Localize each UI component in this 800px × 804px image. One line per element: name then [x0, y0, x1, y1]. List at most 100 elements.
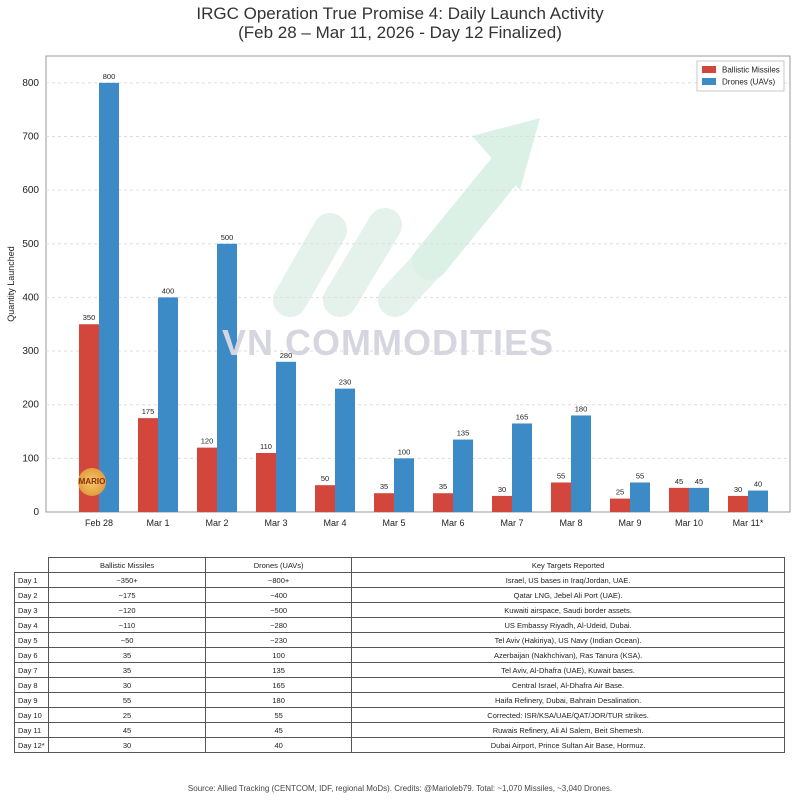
table-cell: ~230: [205, 632, 353, 648]
data-label: 110: [260, 442, 272, 451]
source-note: Source: Allied Tracking (CENTCOM, IDF, r…: [187, 784, 613, 793]
bar-missiles: [315, 485, 335, 512]
bar-drones: [571, 415, 591, 512]
data-label: 180: [575, 404, 588, 413]
data-label: 400: [162, 286, 175, 295]
table-row: Day 8 30 165 Central Israel, Al-Dhafra Air …: [14, 677, 785, 693]
y-tick-label: 200: [22, 400, 39, 411]
table-cell: 55: [205, 707, 353, 723]
y-tick-label: 500: [22, 239, 39, 250]
x-tick-label: Mar 4: [323, 518, 346, 528]
table-header: Ballistic Missiles: [47, 557, 207, 573]
data-label: 230: [339, 378, 352, 387]
bar-drones: [689, 487, 709, 512]
table-cell: 40: [205, 737, 353, 753]
y-tick-label: 700: [22, 131, 39, 142]
table-cell: Kuwaiti airspace, Saudi border assets.: [351, 602, 785, 618]
legend-label: Ballistic Missiles: [722, 66, 780, 75]
x-tick-label: Mar 6: [441, 518, 464, 528]
table-cell: 180: [205, 692, 353, 708]
data-label: 165: [516, 412, 529, 421]
table-row: Day 12* 30 40 Dubai Airport, Prince Sultan …: [14, 737, 785, 753]
table-cell: ~500: [205, 602, 353, 618]
table-cell: 30: [47, 737, 207, 753]
table-header: Drones (UAVs): [205, 557, 353, 573]
table-cell: ~175: [47, 587, 207, 603]
table-cell: Qatar LNG, Jebel Ali Port (UAE).: [351, 587, 785, 603]
data-label: 25: [616, 488, 624, 497]
legend-swatch: [702, 78, 716, 85]
data-label: 120: [201, 437, 214, 446]
table-cell: Corrected: ISR/KSA/UAE/QAT/JOR/TUR strik…: [351, 707, 785, 723]
table-row: Day 5 ~50 ~230 Tel Aviv (Hakiriya), US Navy…: [14, 632, 785, 648]
table-cell-day: Day 6: [14, 647, 49, 663]
data-label: 30: [498, 485, 506, 494]
table-cell-day: Day 4: [14, 617, 49, 633]
table-cell: US Embassy Riyadh, Al-Udeid, Dubai.: [351, 617, 785, 633]
chart-title: IRGC Operation True Promise 4: Daily Lau…: [196, 4, 604, 23]
data-label: 50: [321, 474, 329, 483]
bar-drones: [99, 82, 119, 512]
bar-chart: 0 100 200 300 400 500 600 700 800 350 800 Feb 28 175…: [6, 55, 791, 528]
table-cell: 45: [205, 722, 353, 738]
table-row: Day 4 ~110 ~280 US Embassy Riyadh, Al-Udeid…: [14, 617, 785, 633]
table-cell-day: Day 2: [14, 587, 49, 603]
data-label: 40: [754, 480, 762, 489]
bar-missiles: [197, 447, 217, 512]
data-label: 280: [280, 351, 293, 360]
table-cell: Central Israel, Al-Dhafra Air Base.: [351, 677, 785, 693]
bar-drones: [335, 388, 355, 512]
x-tick-label: Mar 10: [675, 518, 703, 528]
y-tick-label: 300: [22, 346, 39, 357]
bar-missiles: [669, 487, 689, 512]
data-label: 100: [398, 447, 411, 456]
table-cell-day: Day 1: [14, 572, 49, 588]
table-cell: ~800+: [205, 572, 353, 588]
y-tick-label: 400: [22, 292, 39, 303]
x-tick-label: Mar 1: [146, 518, 169, 528]
bar-missiles: [551, 482, 571, 512]
table-cell: Israel, US bases in Iraq/Jordan, UAE.: [351, 572, 785, 588]
watermark-text: VN COMMODITIES: [222, 322, 555, 363]
table-row: Day 9 55 180 Haifa Refinery, Dubai, Bahrain…: [14, 692, 785, 708]
table-cell: 35: [47, 647, 207, 663]
data-label: 35: [380, 482, 388, 491]
data-label: 55: [636, 471, 644, 480]
bar-missiles: [492, 495, 512, 512]
x-tick-label: Mar 9: [618, 518, 641, 528]
data-label: 135: [457, 429, 470, 438]
data-label: 175: [142, 407, 155, 416]
table-cell: Dubai Airport, Prince Sultan Air Base, H…: [351, 737, 785, 753]
table-row: Day 11 45 45 Ruwais Refinery, Ali Al Salem,…: [14, 722, 785, 738]
table-row: Day 2 ~175 ~400 Qatar LNG, Jebel Ali Port (…: [14, 587, 785, 603]
table-cell: 30: [47, 677, 207, 693]
x-tick-label: Mar 5: [382, 518, 405, 528]
table-cell-day: Day 5: [14, 632, 49, 648]
y-tick-label: 100: [22, 453, 39, 464]
table-cell-day: Day 12*: [14, 737, 49, 753]
table-row: Day 6 35 100 Azerbaijan (Nakhchivan), Ras T…: [14, 647, 785, 663]
bar-missiles: [138, 418, 158, 512]
table-cell: 25: [47, 707, 207, 723]
table-cell: 165: [205, 677, 353, 693]
table-row: Day 10 25 55 Corrected: ISR/KSA/UAE/QAT/JOR…: [14, 707, 785, 723]
y-axis-label: Quantity Launched: [6, 246, 16, 322]
table-cell: 45: [47, 722, 207, 738]
bar-drones: [158, 297, 178, 512]
x-tick-label: Feb 28: [85, 518, 113, 528]
data-table: Ballistic Missiles Drones (UAVs) Key Targe…: [14, 557, 785, 753]
table-row: Day 7 35 135 Tel Aviv, Al-Dhafra (UAE), Kuw…: [14, 662, 785, 678]
y-tick-label: 600: [22, 185, 39, 196]
bar-drones: [276, 361, 296, 512]
table-cell: ~280: [205, 617, 353, 633]
bar-drones: [217, 243, 237, 512]
table-cell-day: Day 3: [14, 602, 49, 618]
table-cell: 100: [205, 647, 353, 663]
table-cell: Haifa Refinery, Dubai, Bahrain Desalinat…: [351, 692, 785, 708]
table-cell-day: Day 7: [14, 662, 49, 678]
data-label: 350: [83, 313, 96, 322]
data-label: 55: [557, 471, 565, 480]
table-cell-day: Day 9: [14, 692, 49, 708]
x-tick-label: Mar 8: [559, 518, 582, 528]
bar-drones: [453, 439, 473, 512]
